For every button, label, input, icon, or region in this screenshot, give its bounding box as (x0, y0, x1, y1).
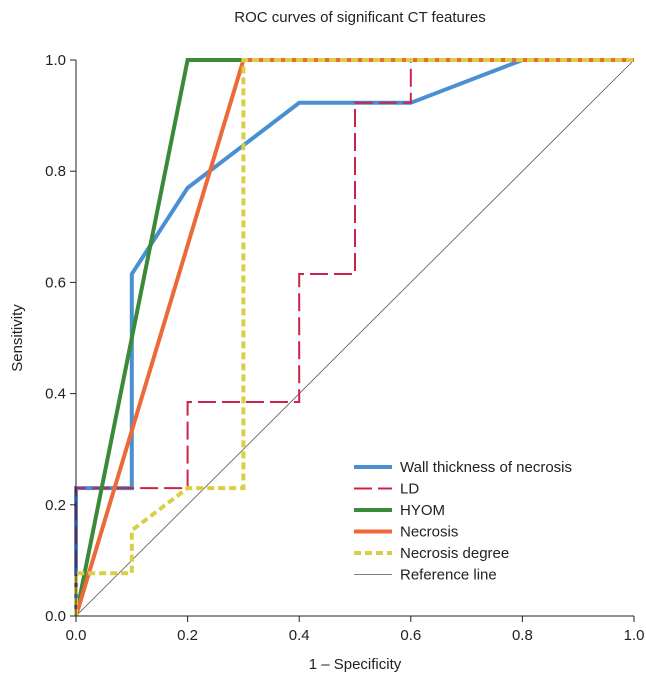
series-line-reference-line (75, 59, 635, 617)
x-tick-label: 1.0 (624, 627, 645, 644)
legend-label-necrosis-degree: Necrosis degree (400, 545, 509, 562)
legend-label-necrosis: Necrosis (400, 524, 458, 541)
series-line-ld (75, 59, 634, 616)
y-axis-label: Sensitivity (9, 304, 26, 372)
x-tick-label: 0.6 (400, 627, 421, 644)
axes (75, 60, 634, 617)
y-tick-label: 0.2 (45, 497, 66, 514)
y-tick-label: 1.0 (45, 52, 66, 69)
x-tick-label: 0.4 (289, 627, 310, 644)
x-tick-label: 0.8 (512, 627, 533, 644)
y-tick-label: 0.6 (45, 274, 66, 291)
y-ticks: 0.0 0.2 0.4 0.6 0.8 1.0 (45, 52, 76, 625)
series-line-necrosis-degree (74, 58, 634, 616)
x-tick-label: 0.0 (66, 627, 87, 644)
legend-label-reference-line: Reference line (400, 567, 497, 584)
legend-label-wall-thickness-of-necrosis: Wall thickness of necrosis (400, 459, 572, 476)
legend-label-hyom: HYOM (400, 502, 445, 519)
legend-label-ld: LD (400, 481, 419, 498)
chart-title: ROC curves of significant CT features (234, 9, 485, 26)
y-tick-label: 0.8 (45, 163, 66, 180)
x-axis-label: 1 – Specificity (309, 656, 402, 673)
x-tick-label: 0.2 (177, 627, 198, 644)
plot-area (74, 58, 635, 617)
y-tick-label: 0.0 (45, 608, 66, 625)
legend: Wall thickness of necrosis LD HYOM Necrosis… (354, 459, 572, 584)
y-tick-label: 0.4 (45, 386, 66, 403)
x-ticks: 0.0 0.2 0.4 0.6 0.8 1.0 (66, 616, 645, 644)
